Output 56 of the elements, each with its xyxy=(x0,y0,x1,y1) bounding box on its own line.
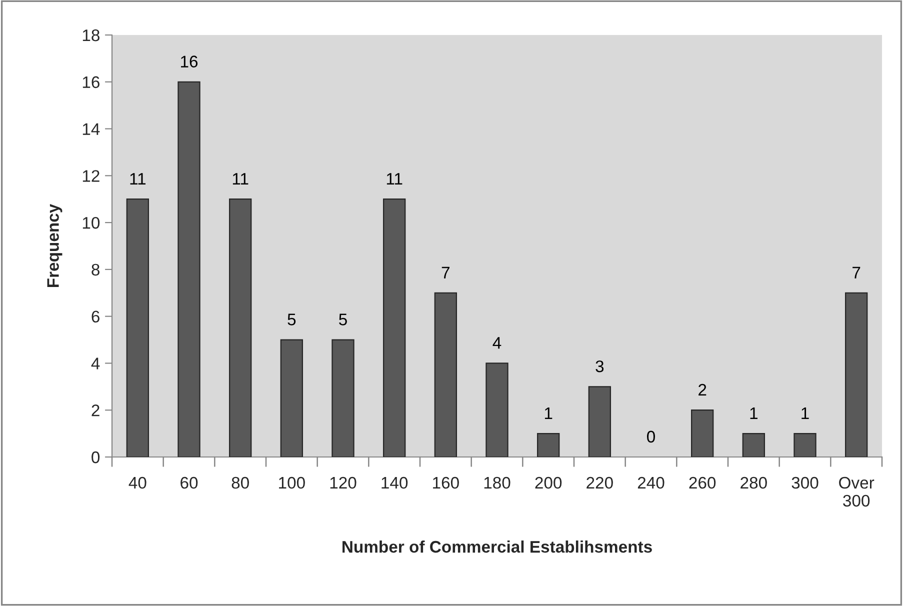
data-label: 1 xyxy=(544,408,552,419)
y-tick-label: 2 xyxy=(92,404,100,416)
bar xyxy=(845,292,868,457)
y-tick-label: 0 xyxy=(92,451,100,464)
y-tick-label: 16 xyxy=(82,76,100,88)
data-label: 5 xyxy=(339,314,347,326)
x-tick-label: 60 xyxy=(180,476,198,489)
data-label: 11 xyxy=(130,173,146,185)
bar xyxy=(126,198,149,457)
data-label: 11 xyxy=(386,173,402,185)
y-tick-label: 12 xyxy=(82,170,100,182)
data-label: 3 xyxy=(596,360,604,372)
x-tick-label: Over 300 xyxy=(839,476,874,507)
bar xyxy=(229,198,252,457)
x-tick-label: 80 xyxy=(232,476,249,489)
x-tick-label: 240 xyxy=(638,476,664,489)
bar xyxy=(434,292,457,457)
data-label: 1 xyxy=(802,408,809,419)
bar xyxy=(537,433,560,457)
bar xyxy=(178,81,200,457)
bar xyxy=(486,362,508,457)
y-tick-label: 10 xyxy=(82,216,100,229)
x-tick-label: 220 xyxy=(586,476,613,489)
x-tick-label: 260 xyxy=(689,476,716,489)
y-tick-label: 8 xyxy=(92,264,100,276)
data-label: 1 xyxy=(750,408,758,419)
x-tick-label: 200 xyxy=(535,476,562,489)
y-tick-label: 6 xyxy=(92,310,100,323)
bar xyxy=(383,198,406,457)
y-tick-label: 14 xyxy=(82,123,100,135)
bar xyxy=(794,433,816,457)
x-tick-label: 120 xyxy=(330,476,356,489)
x-tick-label: 180 xyxy=(484,476,510,489)
bar xyxy=(691,410,714,457)
x-tick-label: 100 xyxy=(279,476,305,489)
data-label: 11 xyxy=(232,173,248,185)
x-tick-label: 140 xyxy=(382,476,408,489)
bar xyxy=(742,433,765,457)
data-label: 2 xyxy=(698,384,706,396)
y-axis-title: Frequency xyxy=(47,204,62,288)
data-label: 7 xyxy=(442,266,450,278)
y-tick-label: 18 xyxy=(82,29,100,42)
x-tick-label: 160 xyxy=(433,476,459,489)
bar xyxy=(588,386,611,457)
data-label: 5 xyxy=(288,314,296,326)
data-label: 0 xyxy=(647,430,655,443)
data-label: 4 xyxy=(492,337,502,349)
bar xyxy=(280,339,303,457)
data-label: 7 xyxy=(852,266,860,278)
data-label: 16 xyxy=(181,56,198,68)
x-tick-label: 280 xyxy=(740,476,767,489)
bar xyxy=(332,339,354,457)
y-tick-label: 4 xyxy=(91,358,100,370)
x-tick-label: 40 xyxy=(128,476,146,489)
x-axis-title: Number of Commercial Establihsments xyxy=(342,540,652,553)
x-tick-label: 300 xyxy=(792,476,818,489)
